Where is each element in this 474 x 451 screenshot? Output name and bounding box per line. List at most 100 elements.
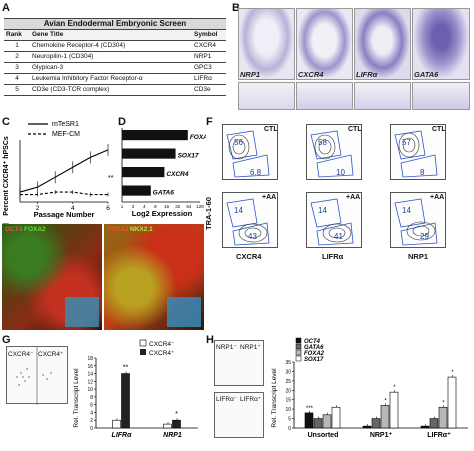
panel-a-label: A bbox=[2, 2, 10, 14]
gate-value: 29 bbox=[420, 232, 429, 241]
chart-c: 2 4 6 mTeSR1 MEF-CM ** Passage Number Perc… bbox=[3, 121, 114, 219]
h-gate-nrp1-pos: NRP1⁺ bbox=[240, 344, 261, 351]
gate-value: 43 bbox=[248, 232, 257, 241]
h-bar bbox=[429, 418, 439, 429]
g-significance: * bbox=[175, 411, 178, 418]
panel-b-label: B bbox=[232, 2, 240, 14]
h-significance: * bbox=[393, 385, 396, 391]
h-bar bbox=[380, 405, 390, 429]
stain-oct4-label: OCT4 bbox=[5, 226, 23, 233]
aa-label: +AA bbox=[262, 194, 277, 201]
d-x-tick-label: 128 bbox=[196, 204, 204, 209]
dapi-inset bbox=[167, 297, 201, 327]
cell-rank: 2 bbox=[4, 51, 30, 63]
h-bar bbox=[438, 406, 448, 429]
f-xlabel-nrp1: NRP1 bbox=[408, 252, 429, 261]
label-nrp1: NRP1 bbox=[240, 70, 261, 79]
label-gata6: GATA6 bbox=[414, 70, 439, 79]
g-bar bbox=[121, 373, 130, 429]
c-x-tick-label: 4 bbox=[71, 205, 75, 212]
h-x-label: Unsorted bbox=[308, 432, 339, 439]
f-xlabel-cxcr4: CXCR4 bbox=[236, 252, 262, 261]
cell-rank: 1 bbox=[4, 40, 30, 52]
embryo-image-nrp1 bbox=[238, 8, 295, 80]
g-significance: ** bbox=[123, 365, 129, 372]
aa-label: +AA bbox=[430, 194, 445, 201]
g-y-tick-label: 18 bbox=[87, 356, 93, 362]
cell-title: Neuropilin-1 (CD304) bbox=[30, 51, 192, 63]
table-title: Avian Endodermal Embryonic Screen bbox=[4, 18, 226, 30]
d-bar-label: CXCR4 bbox=[166, 171, 188, 178]
cell-title: CD3e (CD3-TCR complex) bbox=[30, 84, 192, 96]
h-gate-lifra-pos: LIFRα⁺ bbox=[240, 396, 262, 403]
h-y-tick-label: 35 bbox=[285, 360, 291, 366]
h-legend-label: SOX17 bbox=[304, 357, 324, 363]
table-row: 3 Glypican-3 GPC3 bbox=[4, 62, 226, 74]
d-bar-label: GATA6 bbox=[153, 190, 174, 197]
g-bar bbox=[172, 419, 181, 429]
h-gate-nrp1-neg: NRP1⁻ bbox=[216, 344, 237, 351]
d-x-tick-label: 2 bbox=[132, 204, 135, 209]
g-x-label: NRP1 bbox=[163, 432, 182, 439]
gate-value: 57 bbox=[402, 138, 411, 147]
cell-symbol: LIFRα bbox=[192, 73, 226, 85]
flow-plot bbox=[390, 124, 446, 180]
g-y-tick-label: 8 bbox=[90, 395, 93, 401]
gate-value: 41 bbox=[334, 232, 343, 241]
flow-plot bbox=[306, 192, 362, 248]
h-legend-swatch bbox=[295, 355, 302, 362]
c-x-tick-label: 6 bbox=[106, 205, 110, 212]
h-y-tick-label: 25 bbox=[285, 379, 291, 385]
f-ylabel: TRA-1-60 bbox=[204, 197, 213, 230]
xlabel-d: Log2 Expression bbox=[132, 209, 193, 218]
gate-value: 56 bbox=[234, 138, 243, 147]
h-bar bbox=[447, 376, 457, 429]
d-bar bbox=[122, 148, 176, 159]
h-y-tick-label: 5 bbox=[288, 417, 291, 423]
label-cxcr4: CXCR4 bbox=[298, 70, 324, 79]
h-bar bbox=[313, 418, 323, 429]
gate-value: 58 bbox=[318, 138, 327, 147]
h-x-label: NRP1⁺ bbox=[370, 432, 393, 439]
cell-symbol: GPC3 bbox=[192, 62, 226, 74]
h-significance: *** bbox=[306, 406, 314, 412]
section-image-nrp1 bbox=[238, 82, 295, 110]
gate-value: 10 bbox=[336, 168, 345, 177]
d-bar bbox=[122, 130, 188, 141]
h-bar bbox=[389, 391, 399, 429]
ctl-label: CTL bbox=[432, 126, 446, 133]
g-bar bbox=[163, 423, 172, 429]
table-row: 4 Leukemia Inhibitory Factor Receptor-α LI… bbox=[4, 73, 226, 85]
d-x-tick-label: 4 bbox=[143, 204, 146, 209]
h-legend-label: GATA6 bbox=[304, 345, 324, 351]
section-image-lifra bbox=[354, 82, 411, 110]
d-x-tick-label: 1 bbox=[121, 204, 124, 209]
cell-rank: 3 bbox=[4, 62, 30, 74]
cell-symbol: CD3e bbox=[192, 84, 226, 96]
ylabel-c: Percent CXCR4⁺ hPSCs bbox=[3, 136, 10, 216]
h-y-tick-label: 20 bbox=[285, 388, 291, 394]
d-bar bbox=[122, 167, 165, 178]
h-bar bbox=[362, 425, 372, 429]
table-row: 5 CD3e (CD3-TCR complex) CD3e bbox=[4, 84, 226, 96]
h-legend-swatch bbox=[295, 349, 302, 356]
cell-rank: 4 bbox=[4, 73, 30, 85]
flow-plot bbox=[222, 192, 278, 248]
flow-plot bbox=[390, 192, 446, 248]
fluor-image-foxa2-nkx21 bbox=[104, 224, 204, 330]
cell-symbol: CXCR4 bbox=[192, 40, 226, 52]
h-legend-label: FOXA2 bbox=[304, 351, 325, 357]
g-y-tick-label: 14 bbox=[87, 372, 93, 378]
aa-label: +AA bbox=[346, 194, 361, 201]
gate-value: 8 bbox=[420, 168, 425, 177]
h-legend-label: OCT4 bbox=[304, 339, 321, 345]
gate-value: 14 bbox=[318, 206, 327, 215]
stain-foxa2-label-2: FOXA2 bbox=[107, 226, 129, 233]
label-lifra: LIFRα bbox=[356, 70, 378, 79]
ctl-label: CTL bbox=[264, 126, 278, 133]
g-y-tick-label: 12 bbox=[87, 379, 93, 385]
legend-mtesr1: mTeSR1 bbox=[52, 121, 79, 128]
embryo-image-lifra bbox=[354, 8, 411, 80]
